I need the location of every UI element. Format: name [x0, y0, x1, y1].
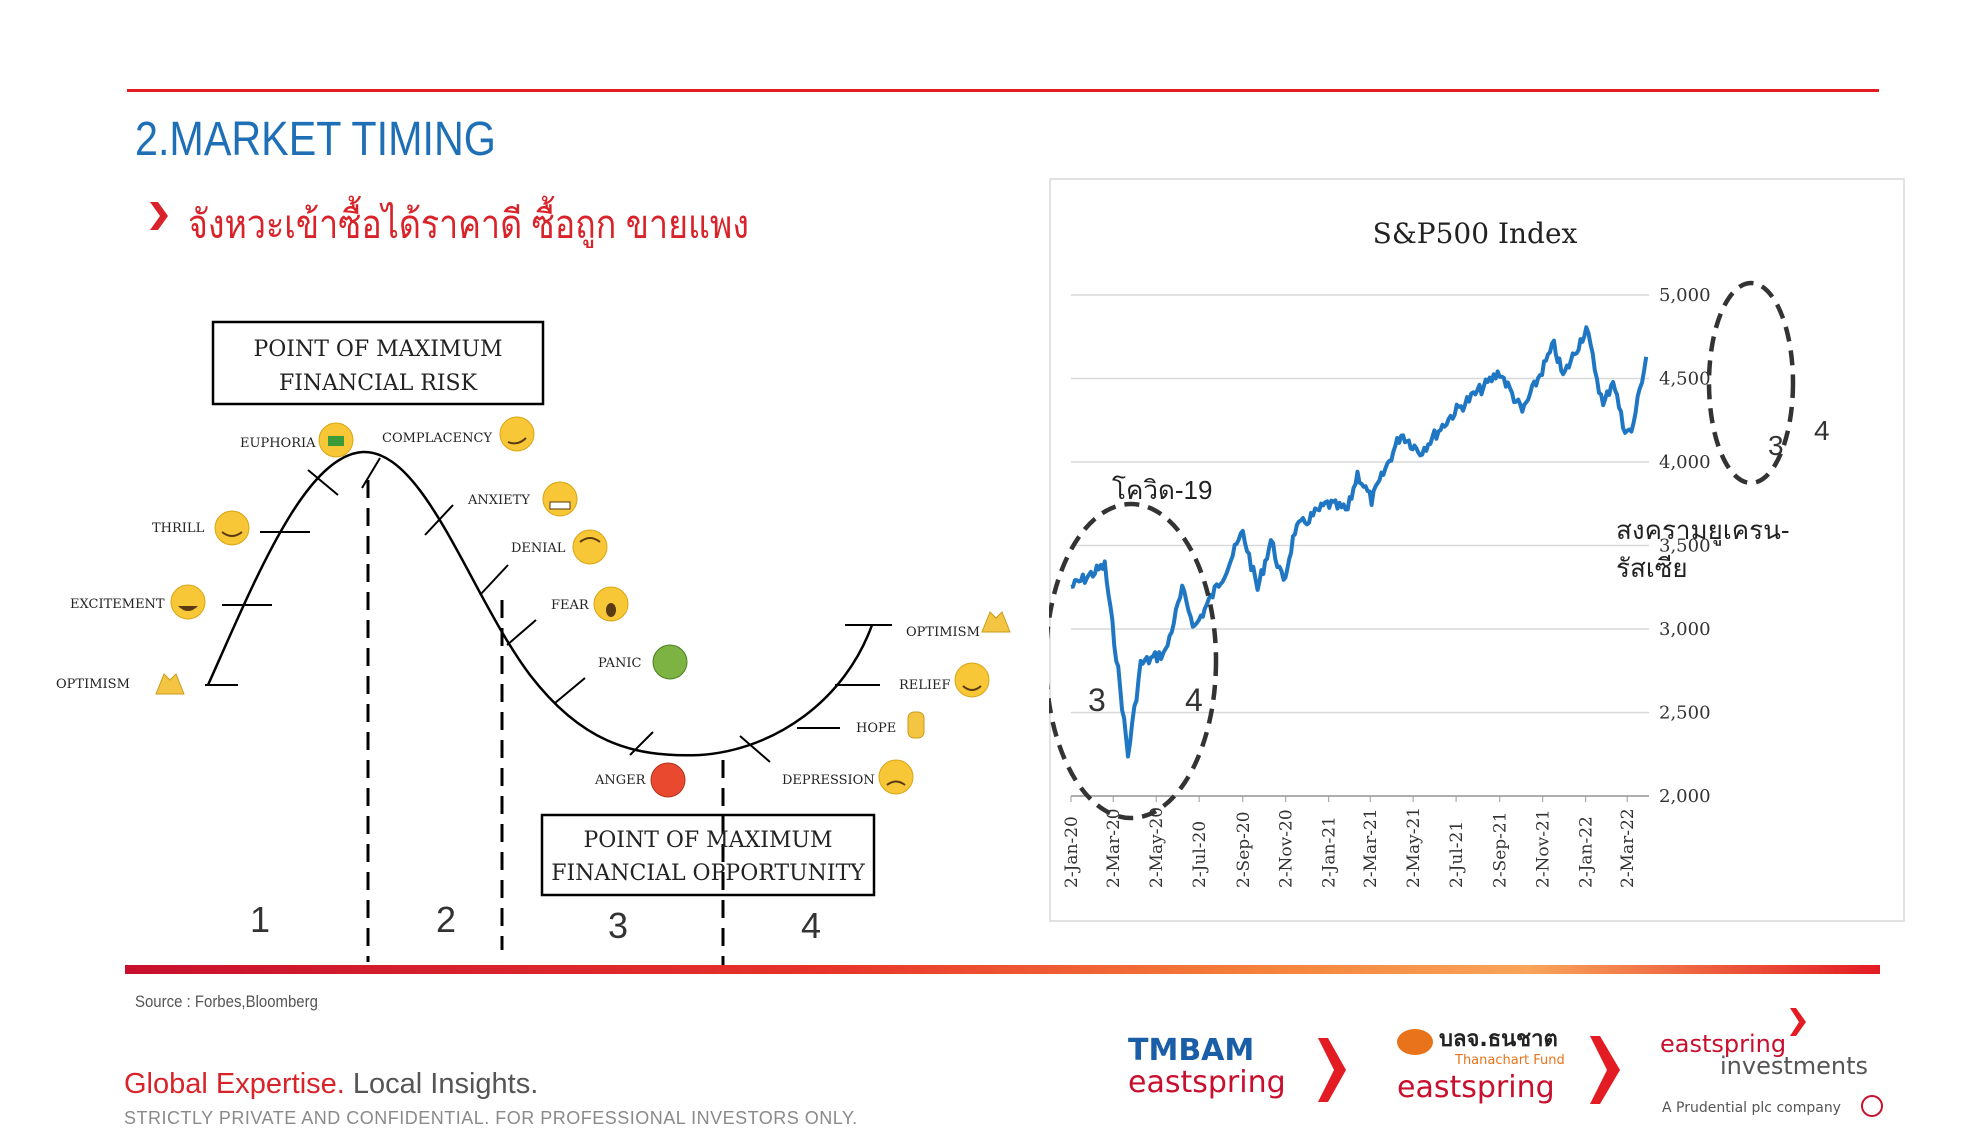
y-tick-label: 4,000: [1659, 452, 1711, 473]
slide-subtitle: จังหวะเข้าซื้อได้ราคาดี ซื้อถูก ขายแพง: [188, 203, 749, 247]
covid-highlight-ellipse: [1049, 501, 1219, 821]
stage-thrill: THRILL: [152, 521, 205, 536]
phase-2-label: 2: [436, 899, 456, 940]
sp500-series-line: [1070, 325, 1649, 759]
chevron-right-icon: [150, 202, 168, 230]
max-risk-line2: FINANCIAL RISK: [279, 371, 478, 396]
chart-title: S&P500 Index: [1373, 217, 1578, 250]
x-tick-label: 2-May-20: [1147, 807, 1167, 888]
smiling-face-icon: [214, 510, 250, 546]
war-highlight-ellipse: [1706, 280, 1796, 486]
x-tick-label: 2-May-21: [1404, 807, 1424, 888]
x-tick-label: 2-Sep-20: [1234, 811, 1254, 888]
svg-text:investments: investments: [1720, 1052, 1868, 1080]
y-tick-label: 4,500: [1659, 369, 1711, 390]
stage-depression: DEPRESSION: [782, 773, 875, 788]
sp500-chart: S&P500 Index 5,000 4,500 4,000 3,500 3,000 2,…: [1049, 178, 1905, 922]
source-note: Source : Forbes,Bloomberg: [135, 992, 318, 1011]
x-tick-label: 2-Sep-21: [1491, 811, 1511, 888]
annotation-covid-4: 4: [1185, 682, 1203, 718]
tagline: Global Expertise. Local Insights.: [124, 1068, 538, 1101]
grinning-face-icon: [170, 584, 206, 620]
max-opportunity-line1: POINT OF MAXIMUM: [583, 828, 832, 853]
header-divider: [127, 89, 1879, 92]
grimacing-face-icon: [542, 481, 578, 517]
svg-text:eastspring: eastspring: [1128, 1065, 1286, 1100]
stage-denial: DENIAL: [511, 541, 566, 556]
stage-relief: RELIEF: [899, 678, 951, 693]
footer-band: [125, 965, 1880, 974]
angry-face-icon: [650, 762, 686, 798]
y-tick-label: 2,500: [1659, 703, 1711, 724]
svg-text:eastspring: eastspring: [1397, 1070, 1555, 1105]
annotation-war-3: 3: [1768, 430, 1784, 461]
phase-3-label: 3: [608, 905, 628, 946]
stage-anxiety: ANXIETY: [467, 493, 530, 508]
smirking-face-icon: [499, 416, 535, 452]
chart-frame: [1049, 178, 1905, 922]
money-face-icon: [318, 422, 354, 458]
praying-hands-icon: [981, 611, 1011, 633]
x-tick-label: 2-Mar-22: [1618, 808, 1638, 888]
screaming-face-icon: [593, 586, 629, 622]
max-risk-line1: POINT OF MAXIMUM: [253, 337, 502, 362]
phase-1-label: 1: [250, 899, 270, 940]
tagline-grey: Local Insights.: [352, 1068, 539, 1100]
market-cycle-diagram: POINT OF MAXIMUM FINANCIAL RISK POINT OF…: [56, 320, 1011, 970]
emoji-icons: [155, 416, 1011, 798]
x-tick-label: 2-Jan-21: [1320, 816, 1340, 888]
x-tick-label: 2-Nov-21: [1534, 809, 1554, 888]
confidential-note: STRICTLY PRIVATE AND CONFIDENTIAL. FOR P…: [124, 1108, 858, 1128]
relieved-face-icon: [954, 662, 990, 698]
x-tick-label: 2-Jan-20: [1062, 816, 1082, 888]
x-tick-label: 2-Mar-21: [1361, 808, 1381, 888]
y-tick-label: 3,500: [1659, 536, 1711, 557]
slide-title: 2.MARKET TIMING: [135, 113, 496, 166]
nauseated-face-icon: [652, 644, 688, 680]
phase-4-label: 4: [801, 905, 821, 946]
svg-text:eastspring: eastspring: [1660, 1030, 1786, 1058]
max-opportunity-box: [540, 813, 876, 897]
thanachart-eastspring-logo: บลจ.ธนชาต Thanachart Fund eastspring: [1397, 1027, 1620, 1105]
x-tick-label: 2-Jul-21: [1447, 821, 1467, 888]
y-tick-label: 2,000: [1659, 786, 1711, 807]
x-tick-label: 2-Jul-20: [1190, 821, 1210, 888]
stage-optimism-2: OPTIMISM: [906, 625, 980, 640]
stage-anger: ANGER: [594, 773, 647, 788]
tmbam-eastspring-logo: TMBAM eastspring: [1128, 1033, 1346, 1102]
annotation-covid: โควิด-19: [1112, 475, 1212, 505]
tagline-red: Global Expertise.: [124, 1068, 345, 1100]
max-risk-box: [211, 320, 545, 406]
stage-complacency: COMPLACENCY: [382, 431, 492, 446]
crossed-fingers-icon: [907, 711, 925, 739]
y-tick-label: 3,000: [1659, 619, 1711, 640]
stage-panic: PANIC: [598, 656, 641, 671]
annotation-covid-3: 3: [1088, 682, 1106, 718]
annotation-war-line1: สงครามยูเครน-: [1616, 515, 1790, 546]
x-tick-label: 2-Mar-20: [1104, 808, 1124, 888]
stage-hope: HOPE: [856, 721, 896, 736]
annotation-war-4: 4: [1814, 415, 1830, 446]
max-opportunity-line2: FINANCIAL OPPORTUNITY: [551, 861, 865, 886]
svg-text:Thanachart Fund: Thanachart Fund: [1454, 1053, 1565, 1068]
stage-euphoria: EUPHORIA: [240, 436, 316, 451]
svg-text:A Prudential plc company: A Prudential plc company: [1662, 1100, 1841, 1116]
eastspring-investments-logo: eastspring investments A Prudential plc …: [1660, 1008, 1883, 1117]
stage-fear: FEAR: [551, 598, 590, 613]
stage-optimism: OPTIMISM: [56, 677, 130, 692]
x-tick-label: 2-Jan-22: [1577, 816, 1597, 888]
annotation-war-line2: รัสเซีย: [1616, 553, 1688, 583]
upside-down-face-icon: [572, 529, 608, 565]
y-tick-label: 5,000: [1659, 285, 1711, 306]
cycle-curve: [206, 450, 874, 757]
praying-hands-icon: [155, 673, 185, 695]
x-tick-label: 2-Nov-20: [1277, 809, 1297, 888]
svg-text:บลจ.ธนชาต: บลจ.ธนชาต: [1439, 1027, 1558, 1052]
svg-text:TMBAM: TMBAM: [1128, 1033, 1254, 1068]
stage-excitement: EXCITEMENT: [70, 597, 165, 612]
disappointed-face-icon: [878, 759, 914, 795]
